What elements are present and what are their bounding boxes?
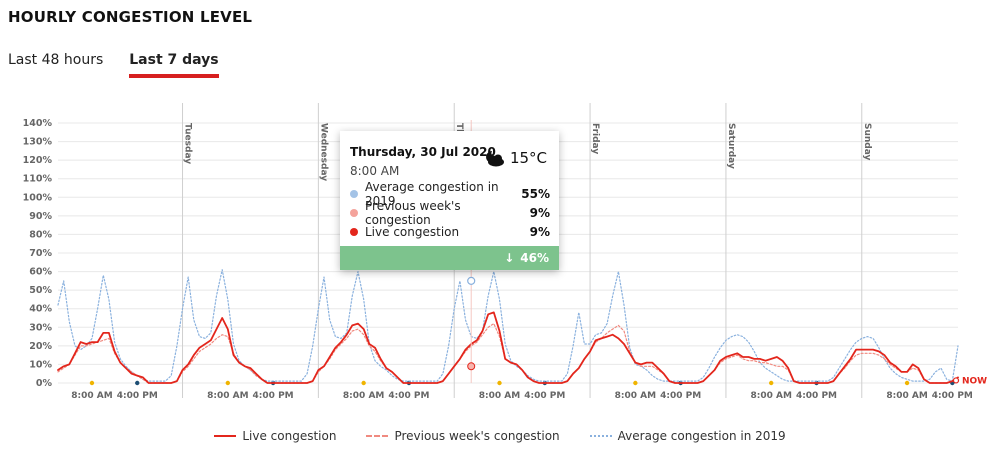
x-tick-label: 8:00 AM [615,391,656,401]
x-tick-label: 4:00 PM [388,391,429,401]
legend-swatch-live [214,435,237,437]
legend-label-live: Live congestion [242,429,337,443]
live-dot-icon [350,228,358,236]
y-tick-label: 0% [36,378,53,389]
legend-swatch-previous [366,435,389,437]
average-dot-icon [350,190,358,198]
x-tick-label: 8:00 AM [479,391,520,401]
now-label: NOW [962,376,987,386]
day-label: Wednesday [318,123,328,181]
tab-last-7-days[interactable]: Last 7 days [129,52,220,78]
hover-tooltip: Thursday, 30 Jul 2020 8:00 AM 15°C Avera… [340,131,559,270]
evening-marker [135,380,140,386]
tooltip-change: 46% [520,251,549,265]
series-line-live [57,311,959,384]
y-tick-label: 50% [29,285,52,296]
legend-label-previous: Previous week's congestion [394,429,560,443]
x-tick-label: 8:00 AM [886,391,927,401]
y-tick-label: 70% [29,248,52,259]
morning-marker [904,380,910,386]
x-tick-label: 4:00 PM [660,391,701,401]
morning-marker [769,380,774,386]
morning-marker [361,380,366,386]
tooltip-time: 8:00 AM [350,164,400,178]
y-tick-label: 20% [29,341,52,352]
x-tick-label: 4:00 PM [932,391,973,401]
y-tick-label: 60% [29,267,52,278]
y-tick-label: 130% [23,137,53,148]
y-tick-label: 110% [23,174,53,185]
y-tick-label: 10% [29,359,52,370]
tooltip-value-previous: 9% [529,206,550,220]
x-tick-label: 8:00 AM [207,391,248,401]
legend-label-average: Average congestion in 2019 [617,429,786,443]
tooltip-weather: 15°C [484,149,547,167]
day-label: Saturday [726,123,736,169]
series-line-average [57,269,959,382]
arrow-down-icon: ↓ [504,251,515,265]
tooltip-value-average: 55% [521,187,550,201]
page-title: HOURLY CONGESTION LEVEL [8,8,253,26]
tooltip-value-live: 9% [529,225,550,239]
tooltip-row-live: Live congestion 9% [350,224,550,240]
legend-item-live[interactable]: Live congestion [214,429,336,443]
now-marker [952,377,960,384]
y-tick-label: 90% [29,211,52,222]
legend-item-previous[interactable]: Previous week's congestion [366,429,560,443]
y-tick-label: 100% [23,192,53,203]
time-range-tabs: Last 48 hours Last 7 days [8,52,245,78]
tooltip-temperature: 15°C [509,149,547,167]
day-label: Sunday [862,123,872,161]
x-tick-label: 4:00 PM [524,391,565,401]
hover-point-average [467,276,476,285]
tooltip-change-bar: ↓ 46% [340,246,559,270]
tab-last-48-hours[interactable]: Last 48 hours [8,52,104,68]
x-tick-label: 4:00 PM [796,391,837,401]
morning-marker [497,380,502,386]
y-tick-label: 40% [29,304,52,315]
morning-marker [225,380,231,386]
tooltip-date: Thursday, 30 Jul 2020 [350,145,496,159]
day-label: Tuesday [183,123,193,164]
morning-marker [89,380,95,386]
tooltip-label-average: Average congestion in 2019 [365,180,499,208]
y-tick-label: 120% [23,155,53,166]
tooltip-row-previous: Previous week's congestion 9% [350,199,550,227]
legend-item-average[interactable]: Average congestion in 2019 [589,429,786,443]
x-tick-label: 8:00 AM [71,391,112,401]
x-tick-label: 4:00 PM [117,391,158,401]
morning-marker [633,380,638,386]
tooltip-label-previous: Previous week's congestion [365,199,461,227]
partly-cloudy-night-icon [486,151,504,167]
day-label: Friday [590,123,600,154]
previous-dot-icon [350,209,358,217]
legend-swatch-average [589,435,612,437]
tooltip-row-average: Average congestion in 2019 55% [350,180,550,208]
hover-point-live [467,362,476,371]
y-tick-label: 30% [29,322,52,333]
y-tick-label: 140% [23,118,53,129]
chart-legend: Live congestion Previous week's congesti… [0,429,1000,443]
tooltip-label-live: Live congestion [365,225,460,239]
x-tick-label: 8:00 AM [750,391,791,401]
x-tick-label: 8:00 AM [343,391,384,401]
x-tick-label: 4:00 PM [253,391,294,401]
y-tick-label: 80% [29,229,52,240]
